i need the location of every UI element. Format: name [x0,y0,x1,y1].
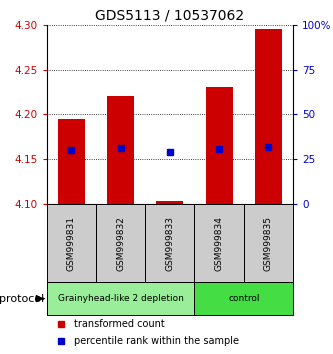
Bar [156,201,183,204]
Text: GSM999834: GSM999834 [214,216,224,270]
Bar [58,119,85,204]
Text: percentile rank within the sample: percentile rank within the sample [74,336,239,346]
Title: GDS5113 / 10537062: GDS5113 / 10537062 [95,8,244,22]
Text: GSM999832: GSM999832 [116,216,125,270]
Bar [107,96,134,204]
Text: transformed count: transformed count [74,319,165,329]
Bar [96,204,145,282]
Text: protocol: protocol [0,293,44,304]
Bar [194,282,293,315]
Bar [205,87,233,204]
Bar [244,204,293,282]
Bar [255,29,282,204]
Text: control: control [228,294,259,303]
Text: GSM999831: GSM999831 [67,216,76,270]
Bar [47,204,96,282]
Bar [145,204,194,282]
Bar [194,204,244,282]
Bar [47,282,194,315]
Text: GSM999835: GSM999835 [264,216,273,270]
Text: Grainyhead-like 2 depletion: Grainyhead-like 2 depletion [58,294,183,303]
Text: GSM999833: GSM999833 [165,216,174,270]
